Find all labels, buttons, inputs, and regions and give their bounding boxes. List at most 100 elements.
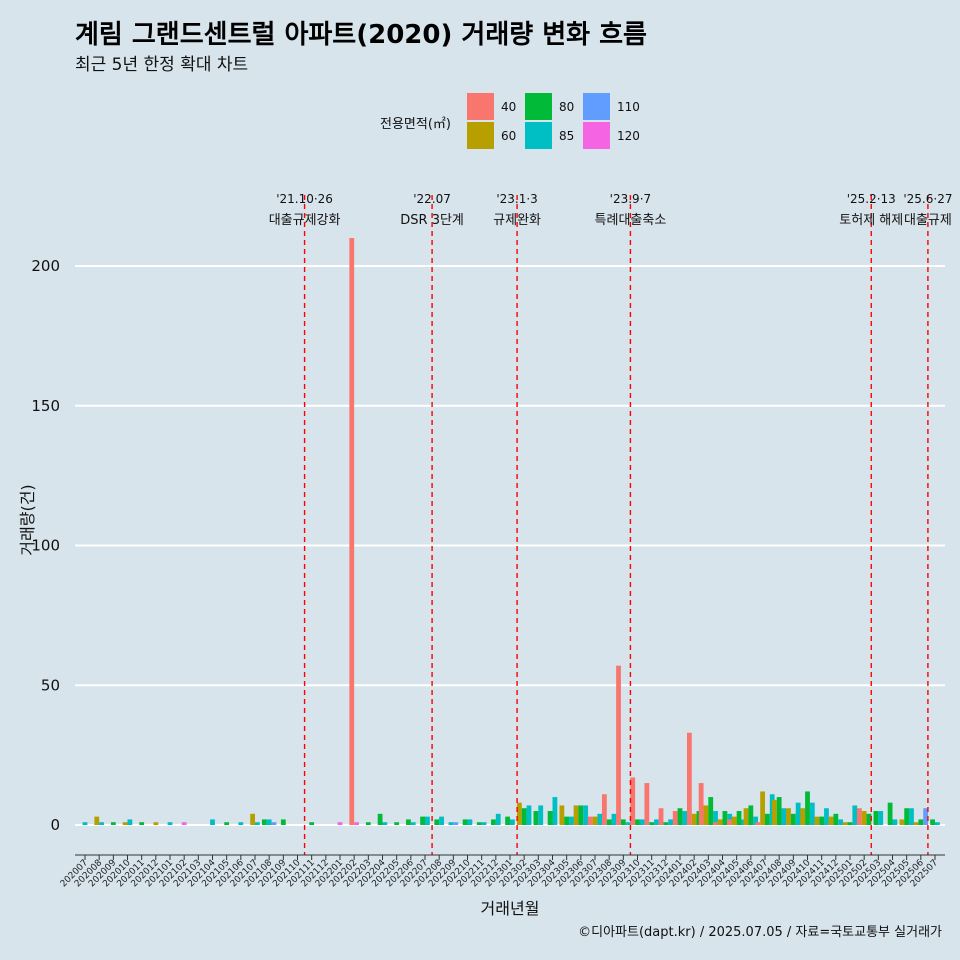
bar-202506-80	[918, 819, 924, 825]
bar-202501-80	[847, 822, 853, 825]
bar-202207-80	[420, 816, 425, 825]
legend-label: 60	[501, 129, 516, 143]
bar-202205-80	[394, 822, 400, 825]
bar-202306-80	[578, 805, 584, 825]
bar-202305-60	[559, 805, 565, 825]
bar-202202-120	[354, 822, 359, 825]
bar-202208-85	[439, 816, 444, 825]
bar-202201-120	[337, 822, 343, 825]
bar-202410-85	[809, 802, 815, 825]
legend: 전용면적(㎡) 40 60 80 85 110 120	[380, 93, 640, 149]
bar-202109-80	[280, 819, 286, 825]
bar-202102-120	[181, 822, 187, 825]
bar-202404-60	[717, 819, 723, 825]
chart-subtitle: 최근 5년 한정 확대 차트	[75, 55, 248, 75]
bar-202206-85	[410, 822, 416, 825]
bar-202506-110	[923, 808, 929, 825]
legend-label: 120	[617, 129, 640, 143]
bar-202303-85	[538, 805, 544, 825]
bar-202411-85	[824, 808, 829, 825]
bar-202007-85	[82, 822, 88, 825]
bar-202305-80	[564, 816, 570, 825]
bar-202401-40	[672, 811, 678, 825]
bar-202507-80	[930, 819, 935, 825]
bar-202309-40	[616, 665, 621, 825]
bar-202101-85	[167, 822, 173, 825]
y-axis-title: 거래량(건)	[18, 484, 37, 555]
event-label: 특례대출축소	[595, 213, 667, 228]
bar-202209-110	[453, 822, 459, 825]
bar-202202-40	[349, 238, 355, 826]
bar-202107-60	[250, 813, 255, 825]
bar-202407-40	[755, 822, 761, 825]
legend-swatch-110	[583, 93, 610, 120]
event-date: '22.07	[413, 192, 451, 206]
bar-202409-80	[790, 813, 796, 825]
legend-label: 40	[501, 100, 516, 114]
bar-202304-80	[547, 811, 553, 825]
bar-202212-85	[495, 813, 501, 825]
bar-202405-80	[736, 811, 742, 825]
bar-202502-60	[861, 811, 867, 825]
bar-202310-40	[630, 777, 636, 825]
bar-202210-85	[467, 819, 473, 825]
bar-202410-80	[805, 791, 810, 825]
event-label: 대출규제	[904, 213, 952, 228]
bar-202404-40	[712, 822, 718, 825]
bar-202404-80	[722, 811, 728, 825]
bar-202106-85	[238, 822, 244, 825]
bar-202402-40	[686, 732, 692, 825]
bar-202010-60	[122, 822, 128, 825]
event-date: '23.9·7	[610, 192, 651, 206]
bar-202209-85	[448, 822, 454, 825]
bar-202412-80	[833, 813, 839, 825]
bar-202212-80	[491, 819, 496, 825]
bar-202208-80	[434, 819, 440, 825]
bar-202410-60	[800, 808, 806, 825]
bar-202507-85	[935, 822, 940, 825]
bar-202504-80	[887, 802, 893, 825]
bar-202310-85	[639, 819, 645, 825]
bar-202210-80	[462, 819, 468, 825]
bar-202206-80	[406, 819, 411, 825]
event-label: DSR 3단계	[400, 213, 464, 228]
legend-label: 110	[617, 100, 640, 114]
legend-label: 85	[559, 129, 574, 143]
bar-202403-80	[708, 797, 714, 825]
y-axis: 0 50 100 150 200	[31, 257, 60, 834]
bar-202505-85	[909, 808, 914, 825]
bar-202308-85	[611, 813, 617, 825]
bar-202407-60	[760, 791, 765, 825]
bar-202407-80	[765, 813, 770, 825]
bar-202408-85	[781, 808, 787, 825]
y-tick-label: 150	[31, 397, 60, 415]
x-axis-title: 거래년월	[481, 899, 540, 918]
bar-202307-85	[597, 813, 603, 825]
bar-202506-60	[913, 822, 919, 825]
bar-202301-80	[505, 816, 510, 825]
bar-202204-85	[382, 822, 388, 825]
bar-202502-80	[866, 813, 872, 825]
event-date: '21.10·26	[276, 192, 333, 206]
bar-202406-60	[743, 808, 749, 825]
bar-202301-85	[510, 819, 515, 825]
bar-202009-80	[110, 822, 116, 825]
bar-202302-60	[516, 802, 522, 825]
bar-202405-60	[731, 816, 737, 825]
bar-202312-85	[668, 819, 674, 825]
bar-202502-40	[856, 808, 862, 825]
event-date: '25.6·27	[903, 192, 952, 206]
y-tick-label: 50	[41, 676, 60, 694]
bar-202412-85	[838, 819, 844, 825]
chart-title: 계림 그랜드센트럴 아파트(2020) 거래량 변화 흐름	[75, 20, 647, 50]
bar-202108-80	[261, 819, 267, 825]
bar-202311-85	[654, 819, 659, 825]
event-label: 토허제 해제	[839, 213, 903, 228]
event-label: 대출규제강화	[269, 213, 341, 228]
bar-202505-80	[904, 808, 910, 825]
bar-202303-80	[533, 811, 539, 825]
bar-202403-85	[713, 811, 718, 825]
events: '21.10·26 대출규제강화 '22.07 DSR 3단계 '23.1·3 규제완화 '…	[269, 192, 952, 855]
bar-202504-85	[892, 819, 898, 825]
bar-202308-40	[601, 794, 607, 825]
